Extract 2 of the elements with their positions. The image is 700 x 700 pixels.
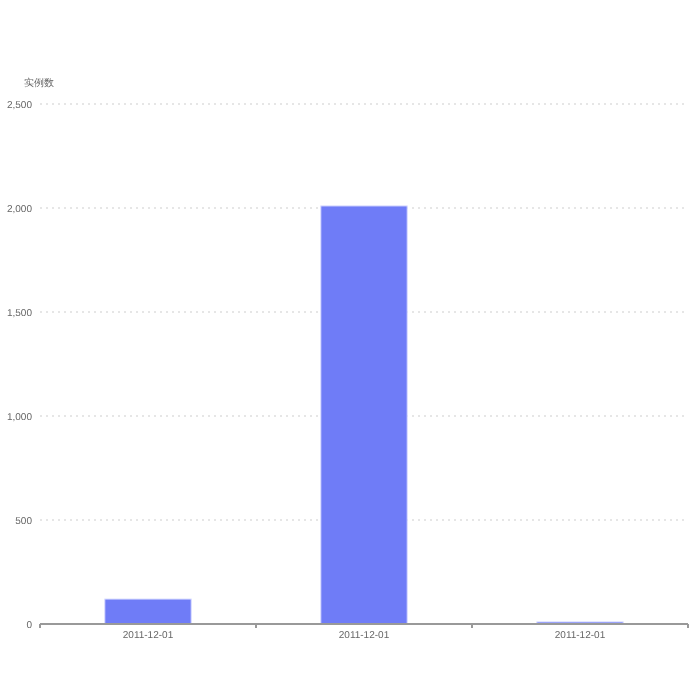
bar <box>320 205 408 625</box>
bar <box>104 598 192 625</box>
